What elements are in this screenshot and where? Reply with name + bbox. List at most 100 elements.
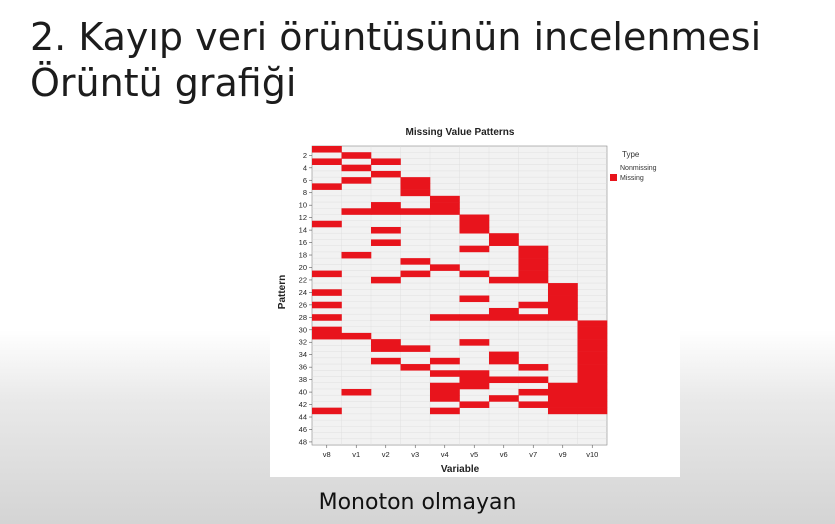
missing-cell bbox=[400, 258, 431, 265]
missing-cell bbox=[312, 146, 342, 153]
missing-cell bbox=[430, 195, 460, 203]
missing-cell bbox=[371, 158, 401, 165]
missing-cell bbox=[577, 407, 608, 415]
missing-cell bbox=[459, 226, 490, 234]
missing-cell bbox=[371, 239, 401, 246]
y-tick-label: 26 bbox=[299, 300, 307, 309]
missing-cell bbox=[400, 270, 431, 278]
missing-cell bbox=[459, 245, 490, 253]
missing-cell bbox=[459, 339, 490, 346]
x-tick-label: v5 bbox=[470, 450, 478, 459]
missing-cell bbox=[312, 183, 342, 190]
y-tick-label: 28 bbox=[299, 313, 307, 322]
y-tick-label: 36 bbox=[299, 363, 307, 372]
missing-cell bbox=[518, 376, 549, 384]
missing-cell bbox=[459, 382, 490, 390]
x-tick-label: v1 bbox=[352, 450, 360, 459]
missing-cell bbox=[577, 382, 608, 390]
missing-cell bbox=[518, 276, 549, 284]
y-tick-label: 16 bbox=[299, 238, 307, 247]
missing-cell bbox=[518, 258, 549, 265]
missing-cell bbox=[312, 270, 342, 278]
missing-cell bbox=[430, 264, 460, 271]
missing-cell bbox=[459, 370, 490, 377]
missing-cell bbox=[312, 326, 342, 334]
missing-cell bbox=[489, 276, 519, 284]
x-tick-label: v7 bbox=[529, 450, 537, 459]
y-tick-label: 30 bbox=[299, 325, 307, 334]
missing-cell bbox=[548, 382, 578, 390]
slide-title: 2. Kayıp veri örüntüsünün incelenmesi Ör… bbox=[30, 14, 761, 106]
y-tick-label: 4 bbox=[303, 163, 307, 172]
missing-cell bbox=[548, 314, 578, 321]
legend: Type Nonmissing Missing bbox=[610, 150, 657, 182]
missing-cell bbox=[518, 264, 549, 271]
chart-title: Missing Value Patterns bbox=[406, 127, 515, 138]
y-tick-label: 48 bbox=[299, 437, 307, 446]
missing-cell bbox=[459, 220, 490, 228]
missing-cell bbox=[371, 357, 401, 365]
x-tick-label: v6 bbox=[500, 450, 508, 459]
slide-title-line1: 2. Kayıp veri örüntüsünün incelenmesi bbox=[30, 15, 762, 59]
x-axis-ticks: v8 v1 v2 v3 v4 v5 v6 v7 v9 v10 bbox=[323, 445, 598, 459]
missing-cell bbox=[430, 357, 460, 365]
missing-cell bbox=[459, 270, 490, 278]
missing-cell bbox=[459, 314, 490, 321]
missing-cell bbox=[312, 289, 342, 296]
legend-missing-swatch bbox=[610, 174, 617, 181]
x-tick-label: v3 bbox=[411, 450, 419, 459]
missing-cell bbox=[577, 345, 608, 352]
missing-cell bbox=[577, 320, 608, 327]
missing-cell bbox=[312, 407, 342, 415]
missing-cell bbox=[430, 314, 460, 321]
chart-svg: Missing Value Patterns v8 v1 v2 v3 v4 v5 v6 v7 v… bbox=[277, 127, 657, 475]
missing-cell bbox=[371, 226, 401, 234]
missing-cell bbox=[518, 270, 549, 278]
missing-cell bbox=[459, 295, 490, 303]
missing-cell bbox=[577, 370, 608, 377]
missing-cell bbox=[548, 301, 578, 309]
missing-cell bbox=[371, 170, 401, 178]
missing-cell bbox=[518, 314, 549, 321]
missing-cell bbox=[371, 276, 401, 284]
y-tick-label: 38 bbox=[299, 375, 307, 384]
x-tick-label: v8 bbox=[323, 450, 331, 459]
missing-cell bbox=[548, 283, 578, 290]
missing-cell bbox=[341, 177, 372, 184]
y-axis-ticks: 2468101214161820222426283032343638404244… bbox=[299, 151, 312, 446]
missing-cell bbox=[430, 370, 460, 377]
missing-value-patterns-chart: Missing Value Patterns v8 v1 v2 v3 v4 v5 v6 v7 v… bbox=[270, 122, 680, 477]
missing-cell bbox=[577, 339, 608, 346]
y-tick-label: 32 bbox=[299, 338, 307, 347]
legend-missing-label: Missing bbox=[620, 175, 644, 182]
missing-cell bbox=[577, 376, 608, 384]
missing-cell bbox=[400, 208, 431, 215]
missing-cell bbox=[312, 220, 342, 228]
missing-cell bbox=[371, 208, 401, 215]
y-tick-label: 6 bbox=[303, 176, 307, 185]
y-tick-label: 40 bbox=[299, 388, 307, 397]
missing-cell bbox=[371, 345, 401, 352]
missing-cell bbox=[489, 307, 519, 315]
y-tick-label: 24 bbox=[299, 288, 307, 297]
missing-cell bbox=[518, 301, 549, 309]
y-tick-label: 44 bbox=[299, 413, 307, 422]
missing-cell bbox=[400, 345, 431, 352]
y-tick-label: 42 bbox=[299, 400, 307, 409]
missing-cell bbox=[548, 289, 578, 296]
missing-cell bbox=[341, 152, 372, 159]
missing-cell bbox=[430, 407, 460, 415]
x-tick-label: v2 bbox=[382, 450, 390, 459]
missing-cell bbox=[489, 357, 519, 365]
slide-title-line2: Örüntü grafiği bbox=[30, 61, 297, 105]
missing-cell bbox=[577, 395, 608, 402]
missing-cell bbox=[400, 177, 431, 184]
y-tick-label: 8 bbox=[303, 188, 307, 197]
missing-cell bbox=[312, 314, 342, 321]
missing-cell bbox=[489, 233, 519, 240]
missing-cell bbox=[577, 388, 608, 396]
missing-cell bbox=[430, 208, 460, 215]
missing-cell bbox=[489, 351, 519, 359]
plot-area bbox=[311, 145, 608, 446]
y-axis-label: Pattern bbox=[277, 275, 288, 309]
